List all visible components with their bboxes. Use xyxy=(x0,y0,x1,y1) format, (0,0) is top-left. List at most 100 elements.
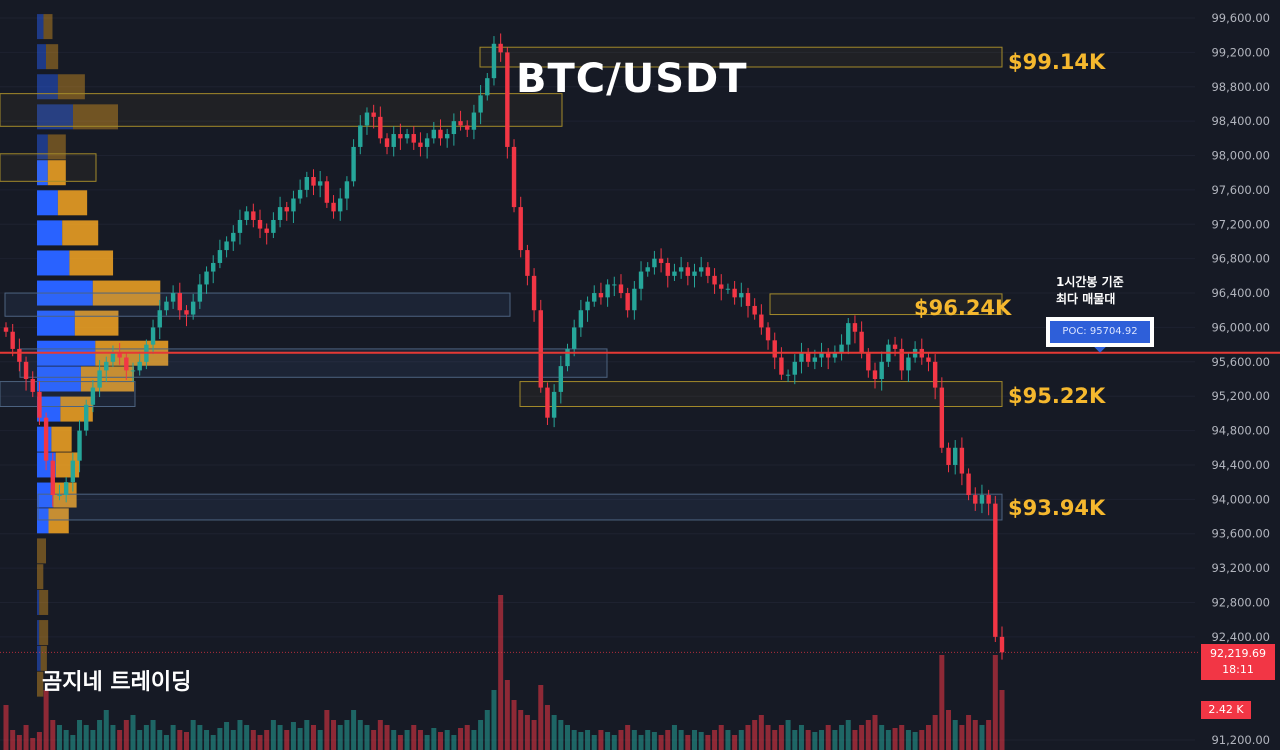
candle-body xyxy=(57,495,62,497)
candle-body xyxy=(344,181,350,199)
volume-profile-up-bar xyxy=(37,134,48,160)
volume-bar xyxy=(859,725,865,750)
candle-body xyxy=(257,219,263,229)
volume-bar xyxy=(511,700,517,750)
volume-bar xyxy=(123,720,129,750)
candle-body xyxy=(23,361,29,379)
volume-bar xyxy=(30,738,36,750)
candle-body xyxy=(966,473,971,496)
volume-bar xyxy=(357,720,363,750)
y-tick-label: 98,800.00 xyxy=(1211,80,1270,94)
volume-profile-up-bar xyxy=(37,104,73,130)
volume-bar xyxy=(444,730,450,750)
poc-label: POC: 95704.92 xyxy=(1050,321,1150,343)
volume-bar xyxy=(551,715,557,750)
volume-bar xyxy=(544,705,550,750)
candle-body xyxy=(578,310,584,328)
volume-profile-down-bar xyxy=(48,508,69,534)
volume-bar xyxy=(518,710,524,750)
volume-bar xyxy=(244,725,250,750)
candle-body xyxy=(538,310,543,388)
volume-bar xyxy=(578,732,584,750)
candle-body xyxy=(906,357,911,371)
volume-bar xyxy=(110,725,116,750)
volume-bar xyxy=(337,725,343,750)
candle-body xyxy=(237,219,243,233)
volume-bar xyxy=(43,690,49,750)
volume-bar xyxy=(190,720,196,750)
candle-body xyxy=(618,284,624,294)
volume-bar xyxy=(785,720,791,750)
candle-body xyxy=(164,301,169,311)
candle-body xyxy=(10,331,15,349)
y-tick-label: 94,000.00 xyxy=(1211,492,1270,506)
volume-bar xyxy=(565,725,571,750)
candle-body xyxy=(304,177,310,190)
chart-title: BTC/USDT xyxy=(516,56,748,102)
volume-bar xyxy=(270,720,276,750)
candle-body xyxy=(866,353,871,371)
volume-profile-up-bar xyxy=(37,74,58,100)
volume-bar xyxy=(765,725,771,750)
volume-bar xyxy=(397,735,403,750)
candle-body xyxy=(819,353,824,358)
candle-body xyxy=(364,112,370,126)
candle-body xyxy=(939,387,945,448)
volume-bar xyxy=(391,730,397,750)
volume-bar xyxy=(905,730,911,750)
candle-body xyxy=(3,327,9,332)
volume-bar xyxy=(331,720,337,750)
volume-bar xyxy=(732,735,738,750)
volume-bar xyxy=(257,735,263,750)
volume-bar xyxy=(277,725,283,750)
candle-body xyxy=(505,52,510,147)
candle-body xyxy=(879,361,884,379)
level-zone xyxy=(519,381,1003,408)
candle-body xyxy=(872,370,878,379)
volume-bar xyxy=(865,720,871,750)
volume-profile-down-bar xyxy=(43,14,53,40)
candle-body xyxy=(852,323,858,332)
volume-bar xyxy=(712,730,718,750)
volume-bar xyxy=(364,725,370,750)
volume-bar xyxy=(204,730,210,750)
volume-bar xyxy=(163,735,169,750)
volume-bar xyxy=(919,730,925,750)
candle-body xyxy=(124,357,129,371)
candle-body xyxy=(418,142,423,147)
volume-bar xyxy=(538,685,544,750)
candle-body xyxy=(511,146,517,208)
volume-profile-up-bar xyxy=(37,250,70,276)
candle-body xyxy=(638,271,644,289)
candle-body xyxy=(50,460,55,496)
volume-bar xyxy=(63,730,69,750)
candle-body xyxy=(117,353,122,358)
volume-bar xyxy=(692,730,698,750)
volume-bar xyxy=(224,722,230,750)
volume-profile-down-bar xyxy=(37,564,44,590)
volume-bar xyxy=(685,735,691,750)
volume-profile-up-bar xyxy=(37,44,46,70)
volume-bar xyxy=(758,715,764,750)
y-tick-label: 97,600.00 xyxy=(1211,183,1270,197)
volume-profile-down-bar xyxy=(55,452,80,478)
candle-body xyxy=(30,379,35,392)
volume-bar xyxy=(645,730,651,750)
candle-body xyxy=(658,258,664,263)
y-tick-label: 99,200.00 xyxy=(1211,45,1270,59)
volume-profile-down-bar xyxy=(73,104,118,130)
candle-body xyxy=(759,314,764,328)
support-zone xyxy=(4,292,511,317)
volume-bar xyxy=(832,730,838,750)
volume-bar xyxy=(451,735,457,750)
candle-body xyxy=(137,361,142,371)
volume-bar xyxy=(966,715,972,750)
candle-body xyxy=(652,258,657,268)
volume-profile-up-bar xyxy=(37,482,54,508)
volume-bar xyxy=(130,715,136,750)
volume-bar xyxy=(571,730,577,750)
y-tick-label: 93,200.00 xyxy=(1211,561,1270,575)
candle-body xyxy=(224,241,229,251)
